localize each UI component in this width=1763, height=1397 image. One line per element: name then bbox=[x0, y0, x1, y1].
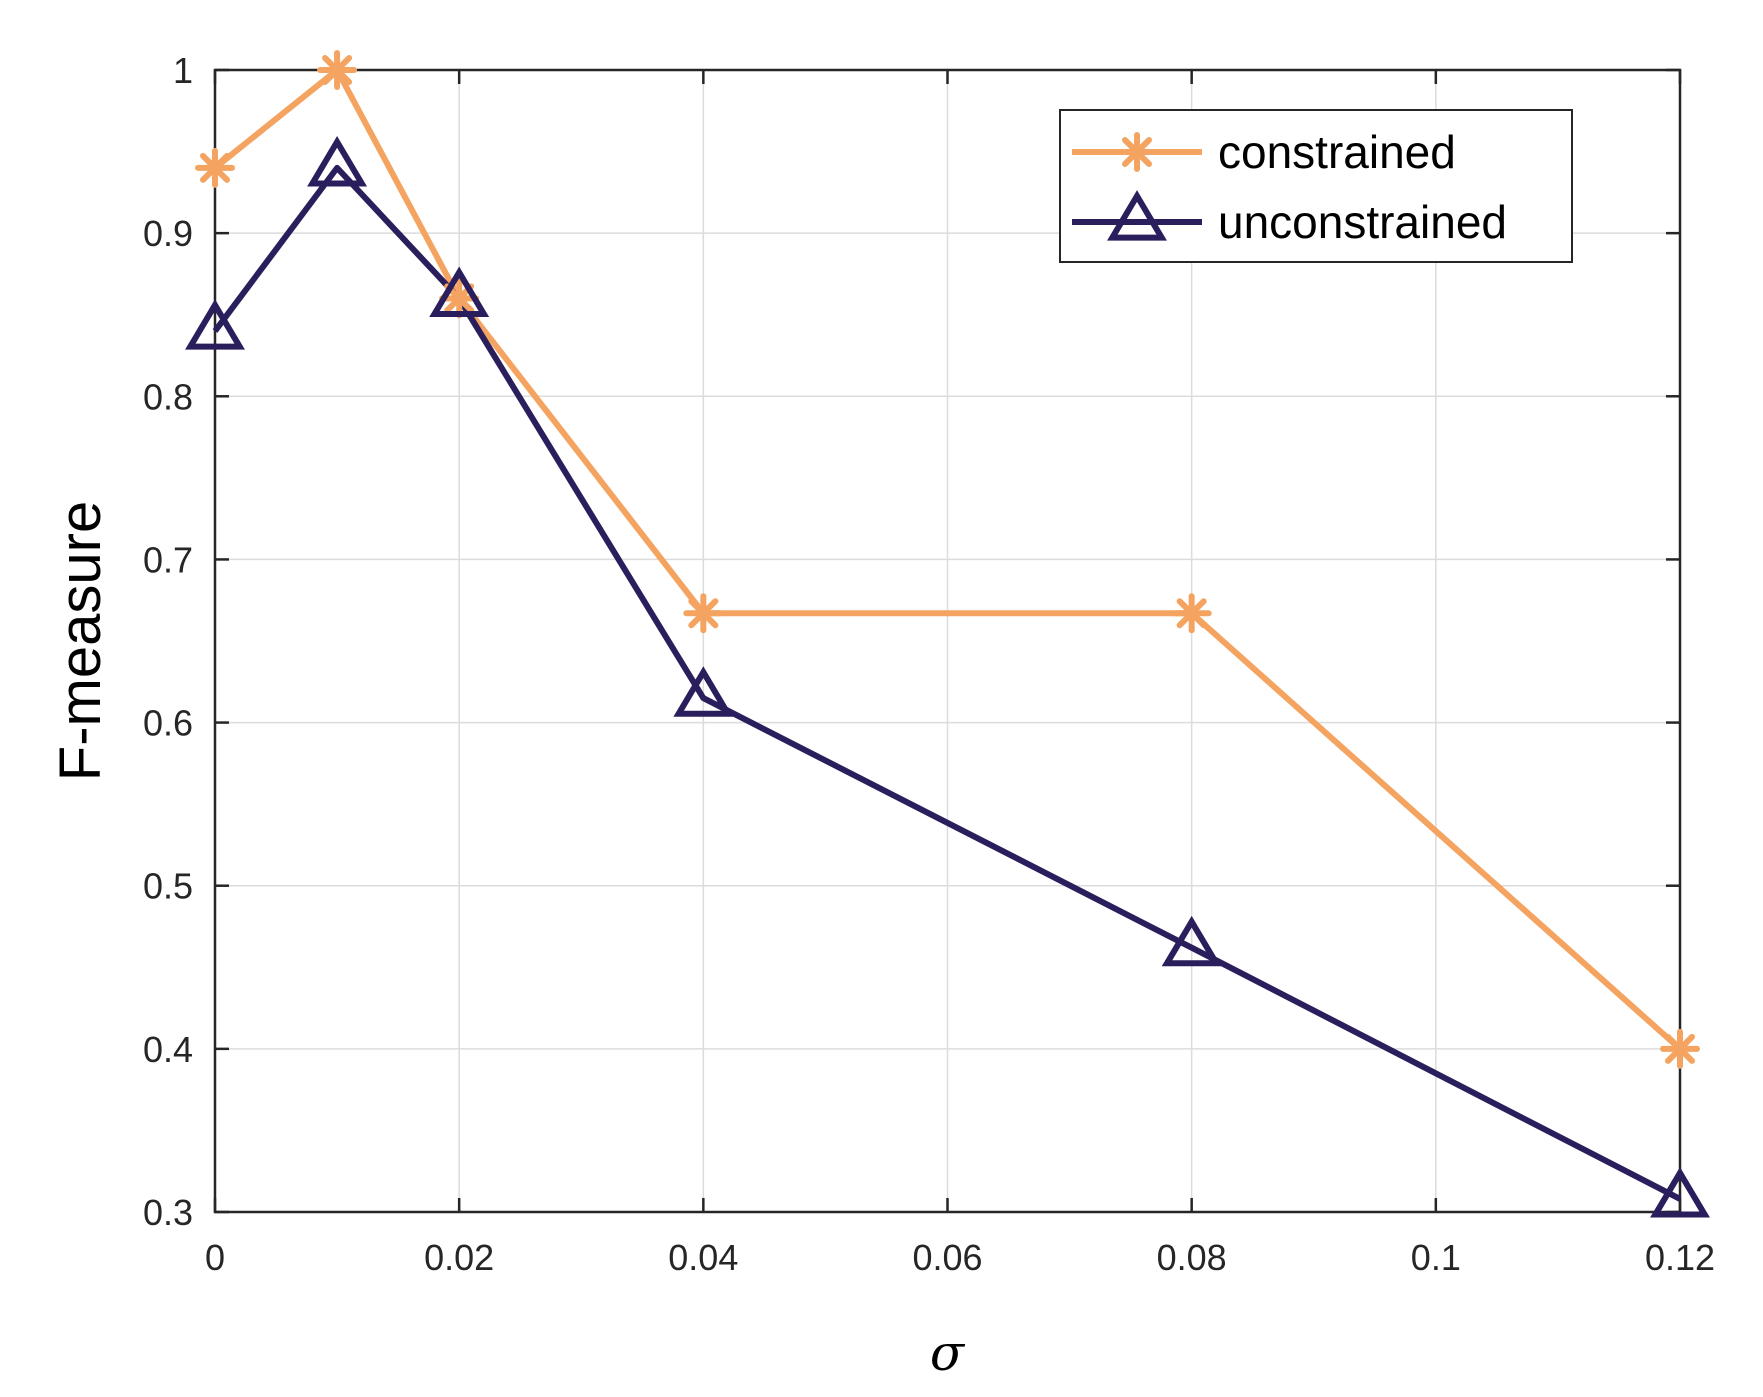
x-axis-label: σ bbox=[930, 1324, 966, 1382]
x-tick-label: 0.06 bbox=[912, 1237, 982, 1278]
series-markers bbox=[185, 50, 1710, 1218]
series-line-unconstrained bbox=[212, 164, 1682, 1202]
axis-ticks: 0 0.02 0.04 0.06 0.08 0.1 0.12 0.3 0.4 0.5 0.6 0.7 0… bbox=[143, 50, 1715, 1278]
data-point-constrained bbox=[683, 593, 724, 634]
data-point-unconstrained bbox=[307, 136, 368, 187]
legend-marker-unconstrained bbox=[1107, 190, 1167, 241]
y-tick-label: 1 bbox=[173, 50, 193, 91]
x-tick-label: 0.04 bbox=[668, 1237, 738, 1278]
x-tick-label: 0 bbox=[205, 1237, 225, 1278]
x-tick-label: 0.1 bbox=[1411, 1237, 1461, 1278]
y-tick-label: 0.6 bbox=[143, 703, 193, 744]
series-lines bbox=[212, 67, 1682, 1202]
data-point-constrained bbox=[1171, 593, 1212, 634]
y-tick-label: 0.5 bbox=[143, 866, 193, 907]
data-point-unconstrained bbox=[1161, 915, 1222, 967]
legend-marker-constrained bbox=[1117, 132, 1157, 172]
data-point-unconstrained bbox=[185, 299, 245, 350]
data-point-unconstrained bbox=[673, 666, 734, 717]
legend-triangle-icon bbox=[1107, 190, 1167, 241]
x-tick-label: 0.02 bbox=[424, 1237, 494, 1278]
legend: constrained unconstrained bbox=[1059, 109, 1573, 263]
data-point-unconstrained bbox=[1650, 1167, 1710, 1218]
legend-asterisk-icon bbox=[1117, 132, 1157, 172]
series-line-constrained bbox=[213, 67, 1682, 1052]
y-tick-label: 0.8 bbox=[143, 376, 193, 417]
y-tick-label: 0.4 bbox=[143, 1029, 193, 1070]
y-tick-label: 0.7 bbox=[143, 539, 193, 580]
y-axis-label: F-measure bbox=[48, 501, 113, 781]
x-tick-label: 0.12 bbox=[1645, 1237, 1715, 1278]
legend-label-unconstrained: unconstrained bbox=[1218, 196, 1507, 248]
data-point-constrained bbox=[1660, 1028, 1700, 1069]
legend-label-constrained: constrained bbox=[1218, 126, 1456, 178]
data-point-constrained bbox=[439, 278, 480, 319]
y-tick-label: 0.3 bbox=[143, 1192, 193, 1233]
y-tick-label: 0.9 bbox=[143, 213, 193, 254]
x-tick-label: 0.08 bbox=[1157, 1237, 1227, 1278]
data-point-unconstrained bbox=[429, 266, 490, 317]
data-point-constrained bbox=[317, 50, 358, 90]
data-point-constrained bbox=[195, 147, 235, 188]
